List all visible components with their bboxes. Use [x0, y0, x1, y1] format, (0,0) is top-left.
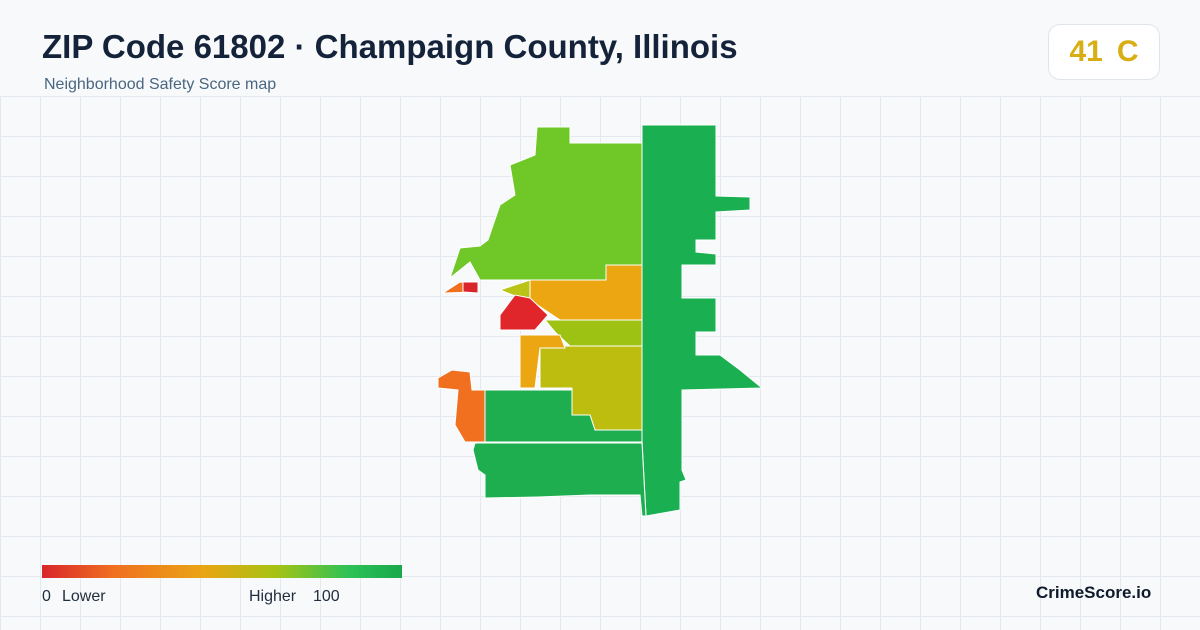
region — [448, 126, 643, 281]
title: ZIP Code 61802 · Champaign County, Illin… — [42, 28, 738, 65]
score-grade: C — [1116, 35, 1139, 68]
subtitle: Neighborhood Safety Score map — [44, 76, 277, 93]
region — [641, 124, 764, 517]
legend-max-label: Higher — [249, 588, 297, 605]
score-badge: 41 C — [1048, 24, 1160, 80]
score-value: 41 — [1069, 35, 1103, 68]
legend-min-label: Lower — [62, 588, 106, 605]
region — [484, 389, 643, 443]
legend-gradient — [42, 565, 402, 578]
region — [462, 281, 479, 294]
region — [472, 442, 647, 517]
region — [499, 294, 549, 331]
region — [519, 334, 566, 389]
legend-min: 0 — [42, 588, 51, 605]
brand: CrimeScore.io — [1036, 583, 1152, 602]
region — [437, 369, 486, 443]
legend-max: 100 — [313, 588, 340, 605]
